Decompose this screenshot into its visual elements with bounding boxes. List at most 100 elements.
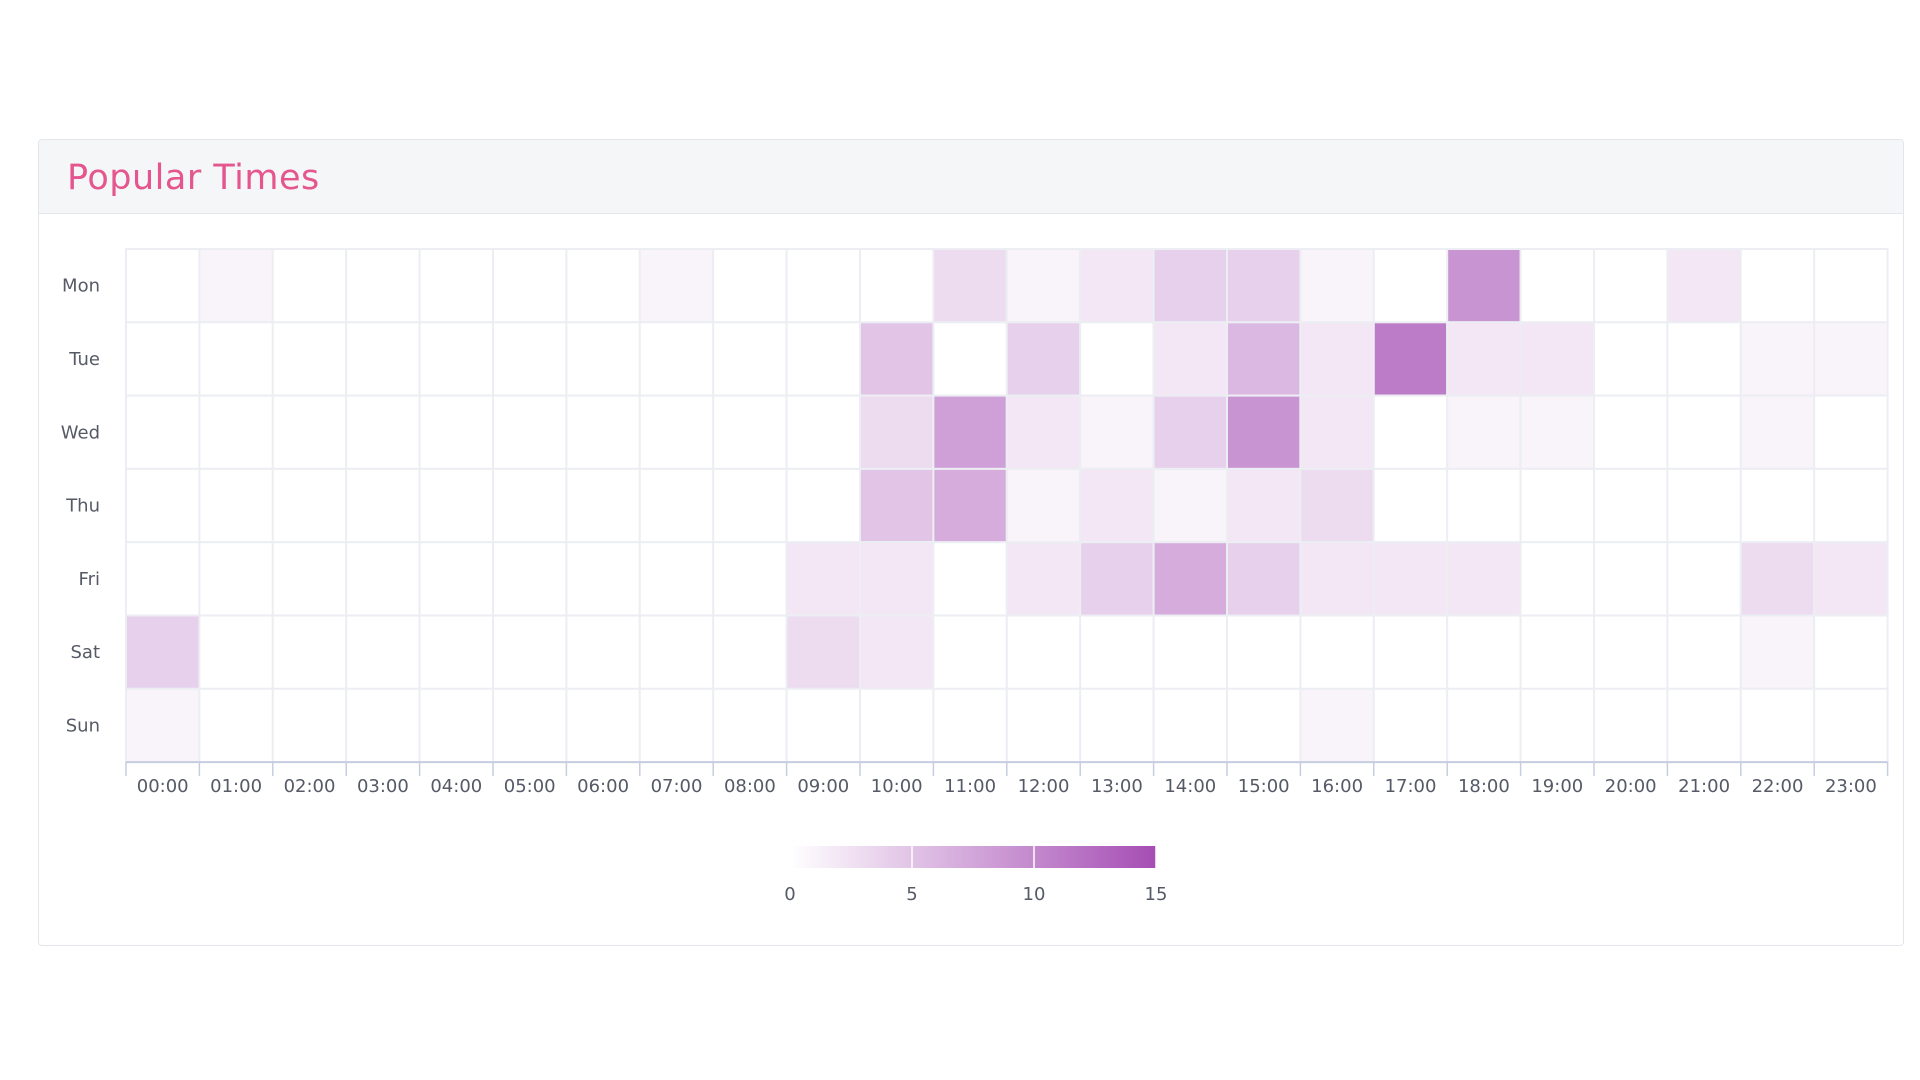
heatmap-cell bbox=[1446, 541, 1522, 617]
heatmap-cell bbox=[125, 541, 201, 617]
x-axis-label: 11:00 bbox=[944, 776, 996, 797]
heatmap-cell bbox=[1226, 467, 1302, 544]
heatmap-cell bbox=[932, 321, 1008, 397]
heatmap-cell bbox=[492, 321, 568, 397]
heatmap-cell bbox=[1005, 394, 1082, 470]
x-axis-label: 09:00 bbox=[797, 776, 849, 797]
heatmap-cell bbox=[1739, 467, 1816, 544]
heatmap-cell bbox=[492, 541, 568, 617]
heatmap-cell bbox=[492, 248, 568, 324]
heatmap-cell bbox=[345, 394, 421, 470]
x-axis-label: 10:00 bbox=[871, 776, 923, 797]
heatmap-cell bbox=[565, 248, 641, 324]
heatmap-cell bbox=[712, 248, 788, 324]
heatmap-cell bbox=[1446, 467, 1522, 544]
heatmap-cell bbox=[1005, 248, 1082, 324]
heatmap-cell bbox=[271, 321, 348, 397]
heatmap-cell bbox=[1813, 467, 1889, 544]
heatmap-cell bbox=[785, 541, 861, 617]
x-axis-label: 19:00 bbox=[1531, 776, 1583, 797]
heatmap-cell bbox=[1813, 394, 1889, 470]
heatmap-cell bbox=[492, 687, 568, 764]
heatmap-cell bbox=[1519, 467, 1595, 544]
heatmap-cell bbox=[198, 248, 274, 324]
heatmap-cell bbox=[198, 467, 274, 544]
heatmap-cell bbox=[492, 614, 568, 690]
heatmap-cell bbox=[712, 541, 788, 617]
heatmap-cell bbox=[932, 614, 1008, 690]
heatmap-cell bbox=[565, 321, 641, 397]
heatmap-cell bbox=[1005, 614, 1082, 690]
heatmap-cell bbox=[1519, 614, 1595, 690]
heatmap-cell bbox=[565, 541, 641, 617]
heatmap-cell bbox=[1666, 687, 1742, 764]
color-legend-label: 15 bbox=[1145, 884, 1168, 905]
heatmap-cell bbox=[345, 467, 421, 544]
heatmap-cell bbox=[1005, 541, 1082, 617]
heatmap-cell bbox=[418, 248, 495, 324]
heatmap-cell bbox=[932, 248, 1008, 324]
card-title: Popular Times bbox=[67, 158, 320, 198]
x-axis-label: 18:00 bbox=[1458, 776, 1510, 797]
heatmap-cell bbox=[712, 687, 788, 764]
heatmap-cell bbox=[1299, 394, 1375, 470]
heatmap-cell bbox=[1226, 394, 1302, 470]
heatmap-cell bbox=[1519, 541, 1595, 617]
x-axis-label: 03:00 bbox=[357, 776, 409, 797]
heatmap-cell bbox=[1299, 248, 1375, 324]
heatmap-cell bbox=[1593, 541, 1669, 617]
x-axis-label: 04:00 bbox=[430, 776, 482, 797]
heatmap-cell bbox=[345, 541, 421, 617]
heatmap-cell bbox=[1666, 321, 1742, 397]
heatmap-cell bbox=[1519, 687, 1595, 764]
heatmap-cell bbox=[785, 394, 861, 470]
heatmap-cell bbox=[1152, 248, 1228, 324]
heatmap-cell bbox=[418, 467, 495, 544]
heatmap-cell bbox=[785, 467, 861, 544]
heatmap-cell bbox=[932, 541, 1008, 617]
heatmap-cell bbox=[271, 687, 348, 764]
x-axis-label: 06:00 bbox=[577, 776, 629, 797]
y-axis-label: Fri bbox=[79, 569, 100, 590]
x-axis-label: 02:00 bbox=[284, 776, 336, 797]
heatmap-cell bbox=[198, 541, 274, 617]
heatmap-cell bbox=[638, 541, 715, 617]
heatmap-cell bbox=[418, 687, 495, 764]
heatmap-cell bbox=[271, 394, 348, 470]
x-axis-label: 08:00 bbox=[724, 776, 776, 797]
heatmap-cell bbox=[1152, 687, 1228, 764]
heatmap-cell bbox=[638, 248, 715, 324]
y-axis-label: Tue bbox=[68, 349, 100, 370]
heatmap-cell bbox=[1593, 687, 1669, 764]
x-axis-label: 12:00 bbox=[1018, 776, 1070, 797]
heatmap-cell bbox=[712, 467, 788, 544]
heatmap-cell bbox=[712, 394, 788, 470]
heatmap-cell bbox=[1739, 248, 1816, 324]
heatmap-cell bbox=[1666, 467, 1742, 544]
x-axis-label: 15:00 bbox=[1238, 776, 1290, 797]
heatmap-cell bbox=[712, 321, 788, 397]
y-axis-label: Thu bbox=[65, 496, 100, 517]
y-axis-label: Sat bbox=[70, 642, 100, 663]
heatmap-cell bbox=[125, 394, 201, 470]
heatmap-cell bbox=[638, 614, 715, 690]
heatmap-cell bbox=[1813, 687, 1889, 764]
heatmap-cell bbox=[1372, 248, 1449, 324]
heatmap-cell bbox=[418, 541, 495, 617]
heatmap-cells bbox=[125, 248, 1889, 764]
x-axis-label: 13:00 bbox=[1091, 776, 1143, 797]
heatmap-cell bbox=[565, 687, 641, 764]
heatmap-cell bbox=[1005, 467, 1082, 544]
heatmap-cell bbox=[1226, 614, 1302, 690]
heatmap-cell bbox=[1813, 248, 1889, 324]
heatmap-cell bbox=[1152, 541, 1228, 617]
heatmap-cell bbox=[1593, 614, 1669, 690]
heatmap-cell bbox=[932, 687, 1008, 764]
heatmap-cell bbox=[1519, 248, 1595, 324]
heatmap-cell bbox=[125, 467, 201, 544]
x-axis-label: 05:00 bbox=[504, 776, 556, 797]
x-axis-label: 21:00 bbox=[1678, 776, 1730, 797]
x-axis-label: 22:00 bbox=[1752, 776, 1804, 797]
heatmap-cell bbox=[1152, 467, 1228, 544]
